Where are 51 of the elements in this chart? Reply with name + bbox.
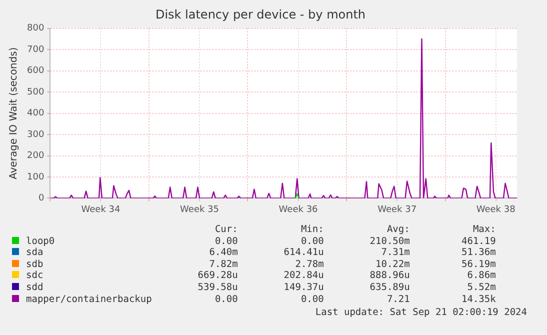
y-tick-label: 400: [26, 108, 44, 119]
x-tick-label: Week 37: [378, 204, 417, 215]
text: 56.19m: [460, 258, 496, 270]
text: Cur:: [214, 224, 238, 236]
y-tick-label: 700: [26, 44, 44, 55]
text: 202.84u: [282, 270, 324, 282]
legend-label: sdd: [25, 282, 44, 294]
legend-label: sda: [25, 247, 44, 259]
text: Min:: [300, 224, 324, 236]
legend-label: sdb: [25, 258, 44, 270]
text: 669.28u: [196, 270, 238, 282]
y-tick-label: 500: [26, 87, 44, 98]
text: 0.00: [214, 236, 238, 248]
x-tick-label: Week 35: [180, 204, 220, 215]
text: 149.37u: [282, 282, 324, 294]
y-tick-label: 200: [26, 151, 44, 162]
text: Last update: Sat Sep 21 02:00:19 2024: [315, 307, 527, 318]
text: 6.86m: [466, 270, 496, 282]
y-tick-label: 300: [26, 130, 44, 140]
text: 5.52m: [466, 282, 496, 294]
text: Avg:: [386, 224, 410, 236]
text: 10.22m: [374, 258, 410, 270]
legend-label: sdc: [25, 270, 44, 282]
text: 635.89u: [368, 282, 410, 294]
text: 51.36m: [460, 247, 496, 259]
y-tick-label: 800: [26, 24, 44, 34]
text: 461.19: [460, 236, 496, 248]
text: 888.96u: [368, 270, 410, 282]
legend-label: loop0: [25, 236, 56, 248]
x-tick-label: Week 38: [476, 204, 516, 215]
text: 14.35k: [460, 294, 496, 306]
text: 614.41u: [282, 247, 324, 259]
y-tick-label: 0: [38, 194, 44, 204]
text: 210.50m: [368, 236, 410, 248]
text: Max:: [472, 224, 496, 236]
text: 7.31m: [380, 247, 410, 259]
text: 0.00: [214, 294, 238, 306]
text: 6.40m: [208, 247, 238, 259]
text: 7.82m: [208, 258, 238, 270]
chart-title: Disk latency per device - by month: [155, 7, 366, 22]
y-tick-label: 600: [26, 66, 44, 76]
x-tick-label: Week 34: [81, 204, 120, 215]
text: 0.00: [300, 294, 324, 306]
text: 2.78m: [294, 258, 324, 270]
text: 7.21: [386, 294, 410, 306]
text: 539.58u: [196, 282, 238, 294]
x-tick-label: Week 36: [278, 204, 318, 215]
legend-label: mapper/containerbackup: [25, 294, 152, 306]
y-tick-label: 100: [26, 172, 44, 182]
text: 0.00: [300, 236, 324, 248]
y-axis-title: Average IO Wait (seconds): [8, 47, 20, 180]
